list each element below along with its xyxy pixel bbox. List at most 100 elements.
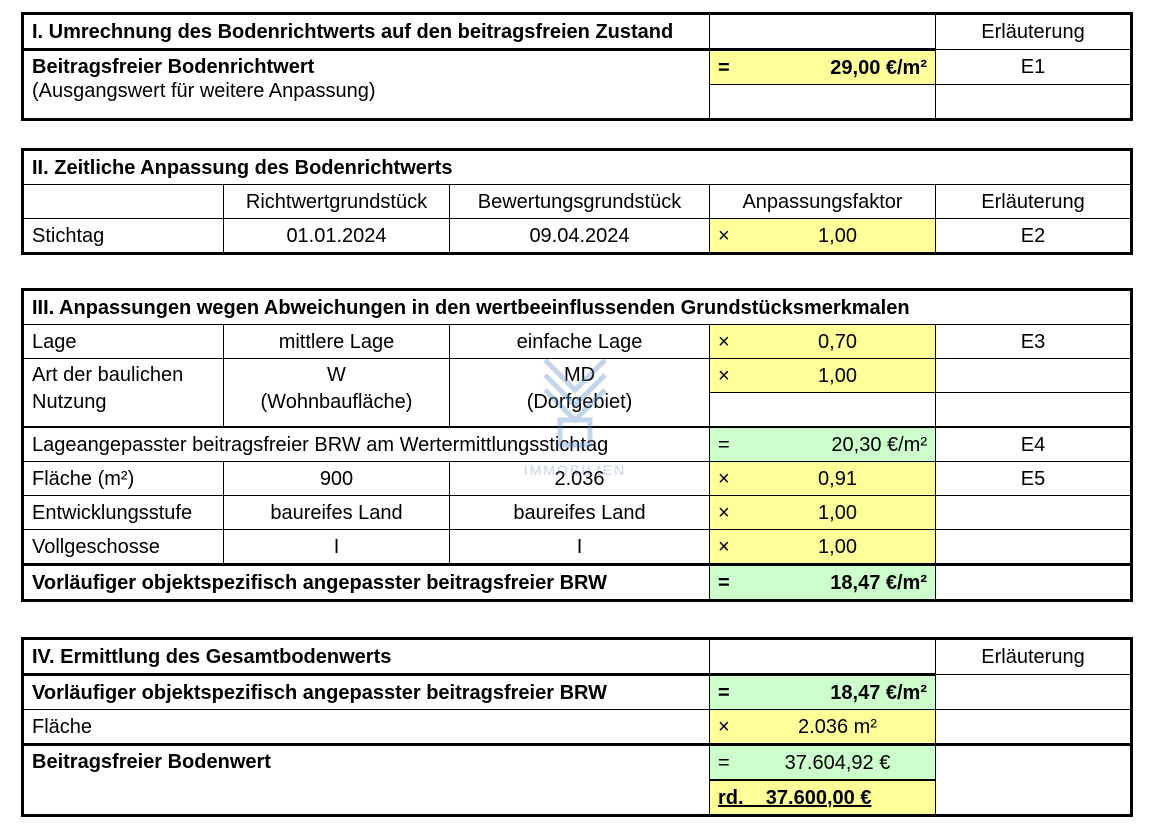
empty-cell: [935, 84, 1132, 120]
col-faktor: Anpassungsfaktor: [709, 184, 936, 219]
beitragsfreier-brw-title: Beitragsfreier Bodenrichtwert: [32, 56, 315, 78]
flaeche-faktor-cell: × 0,91: [709, 461, 936, 496]
times-sign: ×: [718, 501, 730, 524]
gesamt-flaeche-label: Fläche: [22, 709, 710, 745]
lage-faktor-cell: × 0,70: [709, 324, 936, 359]
art-bewertung-code: MD: [563, 364, 596, 386]
times-sign: ×: [718, 364, 730, 387]
gesamt-flaeche-value-cell: × 2.036 m²: [709, 709, 936, 745]
equals-sign: =: [718, 433, 730, 456]
empty-cell: [934, 392, 1133, 428]
section-1-title: I. Umrechnung des Bodenrichtwerts auf de…: [22, 13, 710, 50]
empty-cell: [709, 392, 936, 428]
lage-label: Lage: [22, 324, 224, 359]
flaeche-faktor: 0,91: [818, 467, 857, 490]
empty-cell: [935, 674, 1132, 710]
section-1-erl-header: Erläuterung: [935, 13, 1132, 50]
section-2-table: II. Zeitliche Anpassung des Bodenrichtwe…: [21, 148, 1133, 255]
col-richtwert: Richtwertgrundstück: [223, 184, 450, 219]
lage-faktor: 0,70: [818, 330, 857, 353]
art-richtwert: W (Wohnbaufläche): [223, 358, 450, 428]
vorlaeufig-value-cell: = 18,47 €/m²: [709, 563, 936, 601]
empty-cell: [709, 84, 936, 120]
equals-sign: =: [718, 56, 730, 79]
stichtag-faktor-cell: × 1,00: [709, 218, 936, 254]
gesamt-vorlaeufig-value-cell: = 18,47 €/m²: [709, 673, 936, 710]
empty-cell: [935, 743, 1132, 816]
times-sign: ×: [718, 467, 730, 490]
section-3-title: III. Anpassungen wegen Abweichungen in d…: [21, 289, 1133, 325]
lageangepasst-value: 20,30 €/m²: [831, 433, 927, 456]
beitragsfreier-brw-subtitle: (Ausgangswert für weitere Anpassung): [32, 80, 376, 102]
art-label: Art der baulichen Nutzung: [22, 358, 224, 428]
section-4-erl-header: Erläuterung: [935, 638, 1132, 675]
art-label-line2: Nutzung: [32, 391, 107, 413]
section-2-title: II. Zeitliche Anpassung des Bodenrichtwe…: [22, 149, 1132, 185]
empty-cell: [935, 709, 1132, 745]
beitragsfreier-brw-value-cell: = 29,00 €/m²: [709, 48, 936, 85]
section-1-table: I. Umrechnung des Bodenrichtwerts auf de…: [21, 12, 1133, 121]
vorlaeufig-value: 18,47 €/m²: [830, 571, 927, 594]
erl-e3: E3: [934, 324, 1133, 359]
gesamt-flaeche-value: 2.036 m²: [798, 715, 877, 738]
times-sign: ×: [718, 224, 730, 247]
art-bewertung-desc: (Dorfgebiet): [526, 391, 633, 413]
empty-cell: [934, 358, 1133, 393]
erl-e4: E4: [934, 426, 1133, 462]
col-bewertung: Bewertungsgrundstück: [449, 184, 710, 219]
beitragsfreier-brw-label: Beitragsfreier Bodenrichtwert (Ausgangsw…: [22, 48, 710, 120]
bodenwert-value-cell: = 37.604,92 €: [709, 743, 936, 781]
equals-sign: =: [718, 571, 730, 594]
entwicklung-faktor: 1,00: [818, 501, 857, 524]
erl-e1: E1: [935, 49, 1132, 85]
vollgeschosse-richtwert: I: [223, 529, 450, 565]
entwicklung-faktor-cell: × 1,00: [709, 495, 936, 530]
art-bewertung: MD (Dorfgebiet): [449, 358, 710, 428]
art-label-line1: Art der baulichen: [32, 364, 184, 386]
art-faktor: 1,00: [818, 364, 857, 387]
times-sign: ×: [718, 330, 730, 353]
erl-e2: E2: [935, 218, 1132, 254]
entwicklung-richtwert: baureifes Land: [223, 495, 450, 530]
stichtag-faktor: 1,00: [818, 224, 857, 247]
equals-sign: =: [718, 751, 730, 774]
equals-sign: =: [718, 681, 730, 704]
vollgeschosse-label: Vollgeschosse: [22, 529, 224, 565]
vollgeschosse-faktor: 1,00: [818, 535, 857, 558]
gesamt-vorlaeufig-value: 18,47 €/m²: [830, 681, 927, 704]
vollgeschosse-faktor-cell: × 1,00: [709, 529, 936, 565]
entwicklung-bewertung: baureifes Land: [449, 495, 710, 530]
art-faktor-cell: × 1,00: [709, 358, 936, 393]
bodenwert-label: Beitragsfreier Bodenwert: [22, 743, 710, 816]
flaeche-bewertung: 2.036: [449, 461, 710, 496]
section-3-table: III. Anpassungen wegen Abweichungen in d…: [21, 288, 1134, 602]
times-sign: ×: [718, 715, 730, 738]
empty-cell: [934, 529, 1133, 565]
bodenwert-value: 37.604,92 €: [784, 751, 891, 774]
stichtag-label: Stichtag: [22, 218, 224, 254]
vorlaeufig-label: Vorläufiger objektspezifisch angepasster…: [22, 563, 710, 601]
section-4-title: IV. Ermittlung des Gesamtbodenwerts: [22, 638, 710, 675]
erl-e5: E5: [934, 461, 1133, 496]
flaeche-richtwert: 900: [223, 461, 450, 496]
empty-cell: [22, 184, 224, 219]
stichtag-bewertung: 09.04.2024: [449, 218, 710, 254]
beitragsfreier-brw-value: 29,00 €/m²: [830, 56, 927, 79]
lage-bewertung: einfache Lage: [449, 324, 710, 359]
stichtag-richtwert: 01.01.2024: [223, 218, 450, 254]
empty-cell: [934, 495, 1133, 530]
art-richtwert-desc: (Wohnbaufläche): [260, 391, 413, 413]
empty-cell: [934, 563, 1133, 601]
entwicklung-label: Entwicklungsstufe: [22, 495, 224, 530]
times-sign: ×: [718, 535, 730, 558]
vollgeschosse-bewertung: I: [449, 529, 710, 565]
flaeche-label: Fläche (m²): [22, 461, 224, 496]
col-erl: Erläuterung: [935, 184, 1132, 219]
bodenwert-rounded-cell: rd. 37.600,00 €: [709, 779, 936, 816]
art-richtwert-code: W: [327, 364, 346, 386]
lage-richtwert: mittlere Lage: [223, 324, 450, 359]
lageangepasst-label: Lageangepasster beitragsfreier BRW am We…: [22, 426, 710, 462]
bodenwert-rounded: rd. 37.600,00 €: [718, 786, 872, 809]
lageangepasst-value-cell: = 20,30 €/m²: [709, 426, 936, 462]
gesamt-vorlaeufig-label: Vorläufiger objektspezifisch angepasster…: [22, 673, 710, 710]
